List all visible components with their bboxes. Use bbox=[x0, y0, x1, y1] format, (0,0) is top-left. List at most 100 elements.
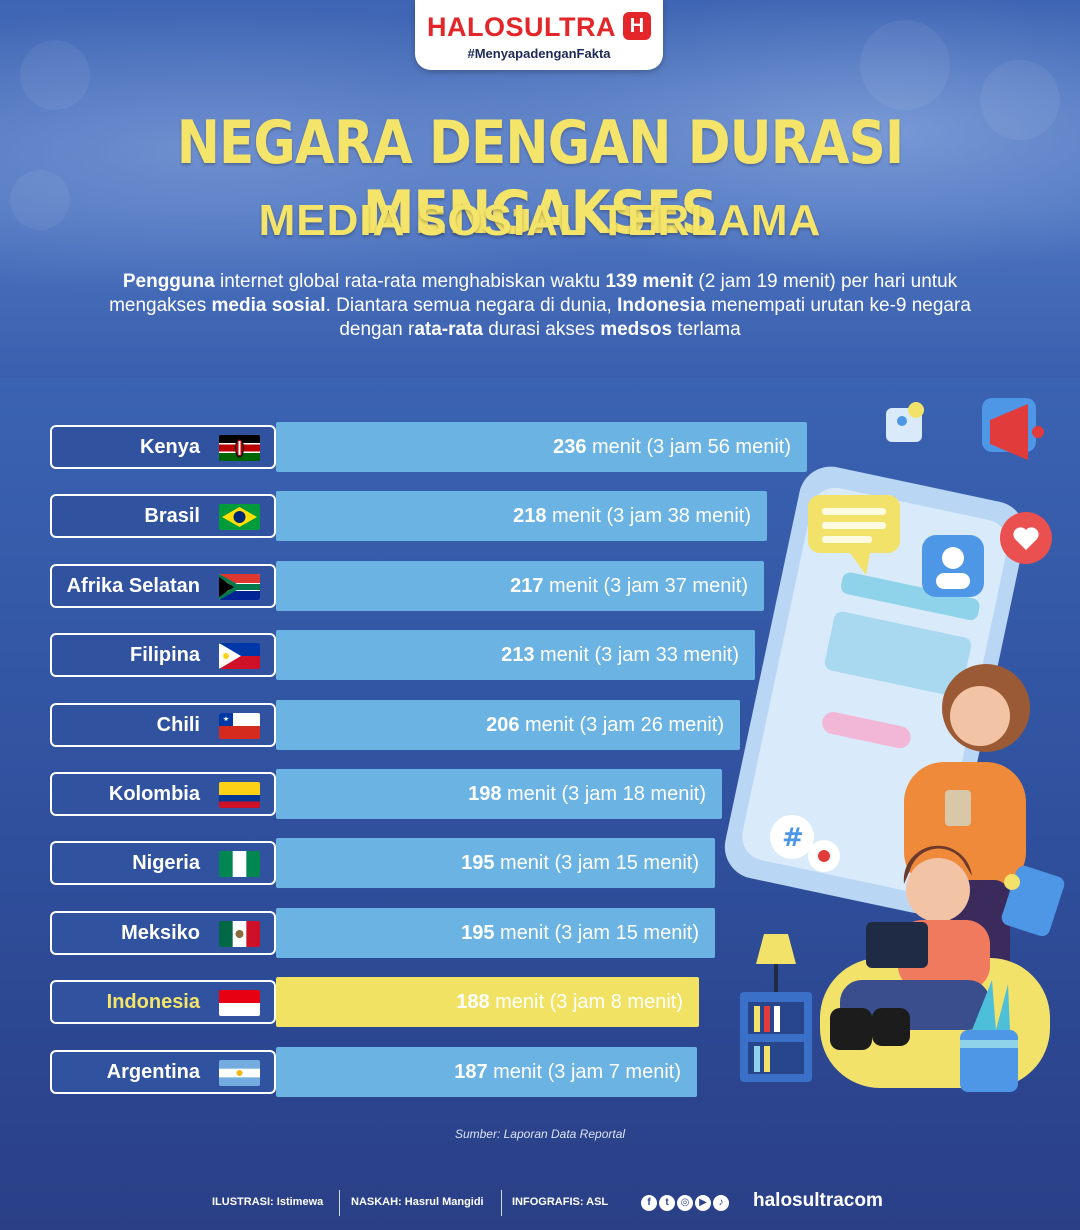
brand-name: HALOSULTRA bbox=[427, 12, 616, 42]
credit-ilustrasi: ILUSTRASI: Istimewa bbox=[212, 1196, 324, 1208]
value-unit: menit bbox=[534, 644, 595, 667]
country-label-box: Filipina bbox=[50, 633, 276, 678]
instagram-icon[interactable]: ◎ bbox=[677, 1195, 693, 1211]
youtube-icon[interactable]: ▶ bbox=[695, 1195, 711, 1211]
colombia-flag bbox=[219, 782, 260, 808]
value-duration: (3 jam 8 menit) bbox=[549, 991, 683, 1014]
kenya-flag bbox=[219, 435, 260, 461]
bar: 213 menit (3 jam 33 menit) bbox=[276, 630, 755, 681]
brand-tagline: #MenyapadenganFakta bbox=[467, 46, 611, 61]
add-user-icon bbox=[886, 402, 924, 442]
country-label-box: Argentina bbox=[50, 1049, 276, 1094]
hashtag-bubble-icon: # bbox=[770, 815, 840, 872]
social-bubble-decoration bbox=[10, 170, 70, 230]
data-label: 195 menit (3 jam 15 menit) bbox=[461, 838, 699, 888]
intro-segment: Indonesia bbox=[617, 295, 706, 316]
megaphone-icon bbox=[982, 398, 1044, 460]
intro-segment: internet global rata-rata menghabiskan w… bbox=[214, 271, 606, 292]
value-number: 198 bbox=[468, 783, 502, 805]
bar: 195 menit (3 jam 15 menit) bbox=[276, 838, 715, 889]
nigeria-flag bbox=[219, 851, 260, 878]
indonesia-flag bbox=[219, 990, 260, 1017]
footer-divider bbox=[339, 1190, 340, 1216]
credit-infografis: INFOGRAFIS: ASL bbox=[512, 1196, 609, 1208]
category-label: Indonesia bbox=[106, 991, 200, 1014]
facebook-icon[interactable]: f bbox=[641, 1195, 657, 1211]
bar: 195 menit (3 jam 15 menit) bbox=[276, 907, 715, 958]
bar: 206 menit (3 jam 26 menit) bbox=[276, 699, 740, 750]
value-number: 195 bbox=[461, 921, 495, 944]
value-number: 195 bbox=[461, 852, 495, 875]
category-label: Kolombia bbox=[108, 783, 200, 805]
heart-bubble-icon bbox=[1000, 512, 1052, 564]
social-bubble-decoration bbox=[860, 20, 950, 110]
value-duration: (3 jam 18 menit) bbox=[561, 783, 707, 805]
website-link[interactable]: halosultracom bbox=[753, 1190, 883, 1211]
value-unit: menit bbox=[519, 713, 580, 736]
value-unit: menit bbox=[501, 783, 562, 805]
value-duration: (3 jam 56 menit) bbox=[646, 436, 792, 458]
intro-segment: (2 jam 19 menit) per hari untuk mengakse… bbox=[109, 271, 958, 316]
category-label: Afrika Selatan bbox=[66, 574, 200, 597]
bar: 187 menit (3 jam 7 menit) bbox=[276, 1046, 697, 1097]
bar: 236 menit (3 jam 56 menit) bbox=[276, 422, 807, 472]
value-duration: (3 jam 33 menit) bbox=[594, 644, 740, 667]
intro-segment: 139 menit bbox=[605, 271, 694, 292]
country-label-box: Chili bbox=[50, 702, 276, 747]
category-label: Kenya bbox=[139, 436, 200, 458]
value-number: 187 bbox=[454, 1060, 488, 1083]
chat-bubble-icon bbox=[808, 495, 900, 575]
source-note: Sumber: Laporan Data Reportal bbox=[454, 1127, 626, 1141]
data-label: 213 menit (3 jam 33 menit) bbox=[501, 630, 739, 680]
category-label: Filipina bbox=[130, 644, 200, 667]
twitter-icon[interactable]: t bbox=[659, 1195, 675, 1211]
social-bubble-decoration bbox=[20, 40, 90, 110]
bar: 198 menit (3 jam 18 menit) bbox=[276, 769, 722, 819]
value-duration: (3 jam 37 menit) bbox=[603, 574, 749, 597]
svg-text:#: # bbox=[782, 823, 804, 853]
data-label: 218 menit (3 jam 38 menit) bbox=[513, 491, 751, 541]
country-label-box: Kenya bbox=[50, 425, 276, 469]
value-number: 206 bbox=[486, 713, 520, 736]
footer: ILUSTRASI: Istimewa NASKAH: Hasrul Mangi… bbox=[0, 1186, 1080, 1220]
bar: 218 menit (3 jam 38 menit) bbox=[276, 491, 767, 542]
country-label-box: Meksiko bbox=[50, 910, 276, 955]
data-label: 236 menit (3 jam 56 menit) bbox=[553, 422, 791, 472]
brand-logo: HALOSULTRA H #MenyapadenganFakta bbox=[415, 0, 663, 70]
south-africa-flag bbox=[219, 573, 260, 600]
value-number: 236 bbox=[553, 436, 587, 458]
value-unit: menit bbox=[494, 921, 555, 944]
intro-segment: menempati urutan ke-9 negara dengan r bbox=[339, 295, 971, 340]
category-label: Meksiko bbox=[121, 921, 200, 944]
intro-segment: terlama bbox=[672, 319, 741, 340]
data-label: 187 menit (3 jam 7 menit) bbox=[454, 1047, 681, 1097]
footer-divider bbox=[501, 1190, 502, 1216]
intro-segment: ata-rata bbox=[414, 319, 483, 340]
value-duration: (3 jam 38 menit) bbox=[606, 505, 752, 528]
value-unit: menit bbox=[494, 852, 555, 875]
intro-segment: Pengguna bbox=[122, 271, 215, 292]
country-label-box: Nigeria bbox=[50, 841, 276, 886]
data-label: 195 menit (3 jam 15 menit) bbox=[461, 908, 699, 958]
country-label-box: Afrika Selatan bbox=[50, 563, 276, 608]
value-duration: (3 jam 7 menit) bbox=[547, 1060, 681, 1083]
brazil-flag bbox=[219, 504, 260, 531]
value-number: 213 bbox=[501, 644, 535, 667]
data-label: 217 menit (3 jam 37 menit) bbox=[510, 561, 748, 611]
value-duration: (3 jam 15 menit) bbox=[554, 852, 700, 875]
chat-card-icon bbox=[1001, 865, 1065, 937]
value-number: 218 bbox=[513, 505, 547, 528]
page-title: NEGARA DENGAN DURASI MENGAKSES bbox=[176, 108, 904, 248]
tiktok-icon[interactable]: ♪ bbox=[713, 1195, 729, 1211]
value-unit: menit bbox=[586, 436, 647, 458]
mexico-flag bbox=[219, 920, 260, 947]
argentina-flag bbox=[219, 1059, 260, 1086]
category-label: Nigeria bbox=[132, 852, 200, 875]
chile-flag bbox=[219, 712, 260, 739]
category-label: Chili bbox=[156, 713, 200, 736]
value-duration: (3 jam 26 menit) bbox=[579, 713, 725, 736]
category-label: Brasil bbox=[144, 505, 200, 528]
bar: 217 menit (3 jam 37 menit) bbox=[276, 560, 764, 611]
intro-segment: durasi akses bbox=[482, 319, 601, 340]
social-bubble-decoration bbox=[980, 60, 1060, 140]
